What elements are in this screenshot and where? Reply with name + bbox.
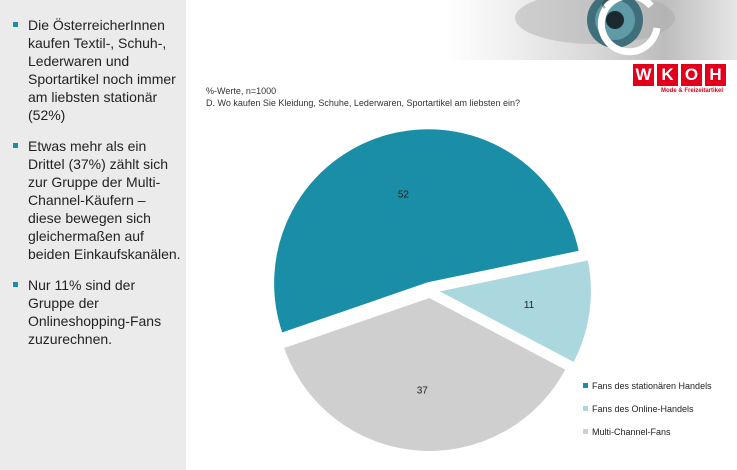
- summary-text-1: Die ÖsterreicherInnen kaufen Textil-, Sc…: [28, 17, 176, 123]
- pie-slice-stationary: [272, 127, 582, 335]
- logo-subtitle: Mode & Freizeitartikel: [661, 88, 724, 94]
- pie-label-multichannel: 37: [417, 386, 429, 397]
- legend-swatch-multichannel: [583, 429, 588, 434]
- chart-legend: Fans des stationären Handels Fans des On…: [583, 380, 712, 449]
- chart-title: D. Wo kaufen Sie Kleidung, Schuhe, Leder…: [206, 98, 521, 108]
- wko-logo: W K O H Mode & Freizeitartikel: [633, 64, 729, 98]
- header-eye-photo: [445, 0, 737, 60]
- logo-letter-k: K: [657, 64, 678, 86]
- summary-bullet-1: Die ÖsterreicherInnen kaufen Textil-, Sc…: [10, 16, 182, 124]
- legend-item-stationary: Fans des stationären Handels: [583, 380, 712, 392]
- pie-label-stationary: 52: [398, 190, 410, 201]
- pie-slice-online: [434, 258, 593, 365]
- summary-bullet-3: Nur 11% sind der Gruppe der Onlineshoppi…: [10, 276, 182, 348]
- legend-label-online: Fans des Online-Handels: [592, 404, 694, 414]
- logo-letter-o: O: [681, 64, 702, 86]
- summary-bullet-2: Etwas mehr als ein Drittel (37%) zählt s…: [10, 137, 182, 263]
- bullet-square-icon: [13, 282, 18, 287]
- eye-image: [515, 0, 675, 56]
- legend-item-online: Fans des Online-Handels: [583, 403, 712, 415]
- legend-swatch-online: [583, 406, 588, 411]
- logo-letter-h: H: [705, 64, 726, 86]
- bullet-square-icon: [13, 22, 18, 27]
- summary-list: Die ÖsterreicherInnen kaufen Textil-, Sc…: [10, 16, 182, 361]
- bullet-square-icon: [13, 143, 18, 148]
- chart-header: %-Werte, n=1000 D. Wo kaufen Sie Kleidun…: [206, 85, 520, 109]
- chart-note: %-Werte, n=1000: [206, 86, 277, 96]
- legend-label-stationary: Fans des stationären Handels: [592, 381, 712, 391]
- pie-label-online: 11: [524, 300, 535, 311]
- legend-swatch-stationary: [583, 383, 588, 388]
- legend-item-multichannel: Multi-Channel-Fans: [583, 426, 712, 438]
- pie-slice-multichannel: [281, 295, 568, 453]
- summary-text-2: Etwas mehr als ein Drittel (37%) zählt s…: [28, 138, 181, 262]
- summary-text-3: Nur 11% sind der Gruppe der Onlineshoppi…: [28, 277, 162, 347]
- summary-panel: Die ÖsterreicherInnen kaufen Textil-, Sc…: [0, 0, 186, 470]
- logo-letter-w: W: [633, 64, 654, 86]
- legend-label-multichannel: Multi-Channel-Fans: [592, 427, 671, 437]
